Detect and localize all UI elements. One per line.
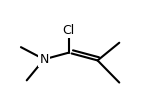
Text: N: N xyxy=(39,53,49,66)
Text: Cl: Cl xyxy=(62,24,75,37)
